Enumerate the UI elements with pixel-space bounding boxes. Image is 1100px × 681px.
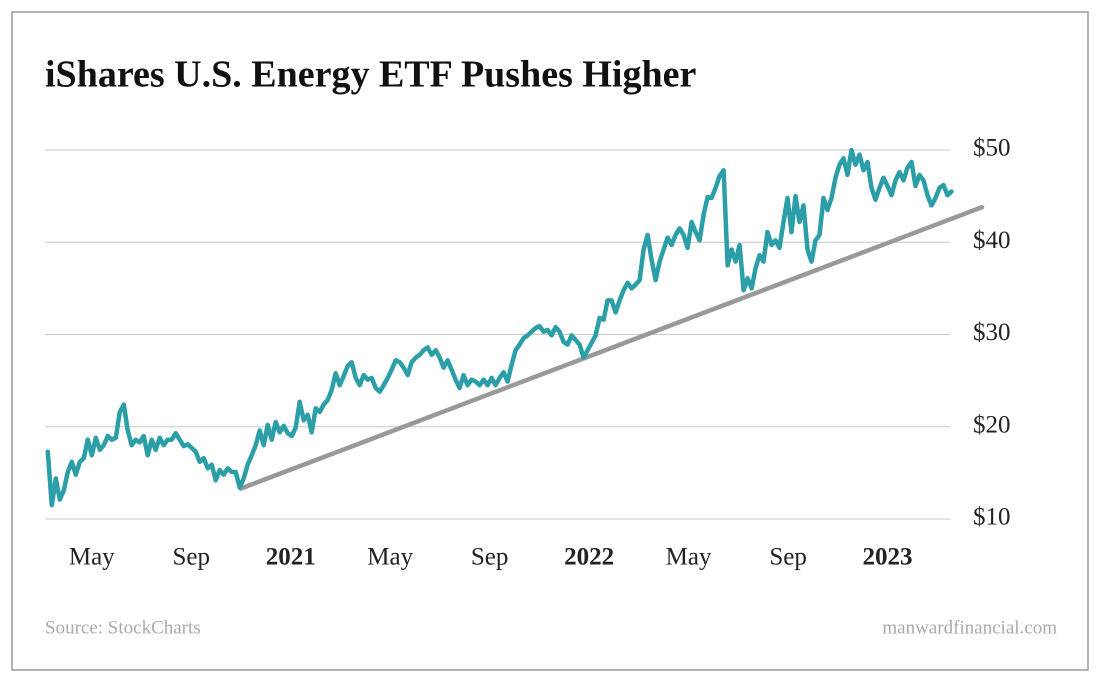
website: manwardfinancial.com — [882, 617, 1057, 638]
x-tick-label: Sep — [471, 544, 509, 571]
chart-title: iShares U.S. Energy ETF Pushes Higher — [45, 54, 696, 96]
y-tick-label: $50 — [973, 135, 1011, 162]
source: Source: StockCharts — [45, 617, 201, 638]
data-line — [45, 147, 954, 508]
y-tick-label: $30 — [973, 319, 1011, 346]
x-tick-label: Sep — [769, 544, 807, 571]
x-tick-label: 2022 — [564, 544, 614, 571]
x-tick-label: May — [367, 544, 413, 571]
y-tick-label: $20 — [973, 411, 1011, 438]
x-tick-label: Sep — [173, 544, 211, 571]
y-tick-label: $40 — [973, 227, 1011, 254]
y-tick-label: $10 — [973, 504, 1011, 531]
x-tick-label: 2021 — [266, 544, 316, 571]
x-tick-label: 2023 — [863, 544, 913, 571]
frame — [11, 11, 1089, 671]
x-tick-label: May — [69, 544, 115, 571]
x-tick-label: May — [666, 544, 712, 571]
data-line — [238, 204, 985, 491]
